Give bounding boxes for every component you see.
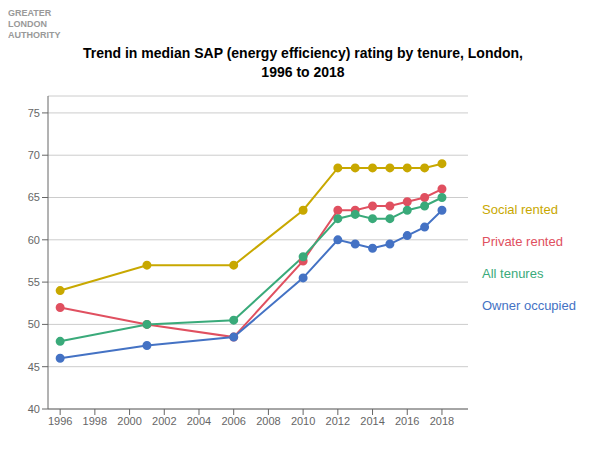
html-text:LONDON: LONDON [8, 19, 47, 29]
html-text:GREATER: GREATER [8, 8, 52, 18]
svg-text:55: 55 [28, 276, 40, 288]
svg-text:70: 70 [28, 149, 40, 161]
svg-text:75: 75 [28, 107, 40, 119]
html-text:Owner occupied: Owner occupied [482, 298, 576, 313]
html-text:AUTHORITY: AUTHORITY [8, 30, 61, 40]
svg-text:2014: 2014 [360, 415, 384, 427]
svg-text:2004: 2004 [187, 415, 211, 427]
svg-text:45: 45 [28, 361, 40, 373]
svg-text:1996: 1996 [48, 415, 72, 427]
svg-text:2012: 2012 [326, 415, 350, 427]
html-text:1996 to 2018: 1996 to 2018 [261, 64, 345, 80]
html-text:All tenures: All tenures [482, 266, 544, 281]
svg-text:2002: 2002 [152, 415, 176, 427]
html-text:Trend in median SAP (energy ef: Trend in median SAP (energy efficiency) … [83, 45, 523, 61]
svg-text:2010: 2010 [291, 415, 315, 427]
svg-text:2006: 2006 [221, 415, 245, 427]
svg-text:2000: 2000 [117, 415, 141, 427]
svg-text:65: 65 [28, 191, 40, 203]
svg-text:2016: 2016 [395, 415, 419, 427]
svg-text:40: 40 [28, 403, 40, 415]
html-text:Private rented: Private rented [482, 234, 563, 249]
html-text:Social rented: Social rented [482, 202, 558, 217]
svg-text:60: 60 [28, 234, 40, 246]
svg-text:50: 50 [28, 318, 40, 330]
svg-text:1998: 1998 [83, 415, 107, 427]
svg-text:2018: 2018 [430, 415, 454, 427]
svg-text:2008: 2008 [256, 415, 280, 427]
